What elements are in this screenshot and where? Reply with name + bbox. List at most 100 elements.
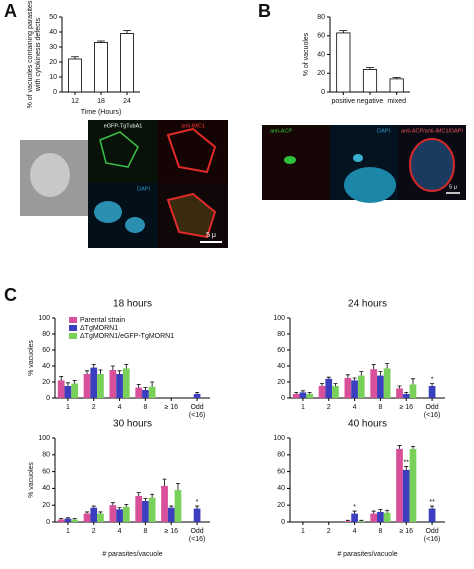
scale-label: 5 μ	[206, 232, 216, 239]
x-tick-label: 2	[92, 528, 96, 535]
x-tick-label: 24	[123, 98, 131, 105]
bar	[68, 58, 82, 93]
error-bar	[136, 492, 141, 496]
x-tick-label: 1	[301, 404, 305, 411]
x-tick-label: Odd	[425, 404, 438, 411]
y-tick-label: 100	[273, 315, 285, 322]
error-bar	[397, 445, 402, 449]
significance-marker: **	[429, 499, 435, 506]
error-bar	[333, 383, 338, 386]
error-bar	[150, 493, 155, 498]
x-tick-label: ≥ 16	[164, 404, 178, 411]
y-tick-label: 40	[317, 51, 325, 58]
legend-swatch	[69, 333, 77, 339]
bar	[161, 485, 168, 522]
x-tick-label: 4	[118, 404, 122, 411]
bar	[94, 42, 108, 93]
x-tick-label: 4	[353, 528, 357, 535]
error-bar	[392, 77, 401, 79]
y-tick-label: 0	[46, 519, 50, 526]
bar	[428, 508, 436, 522]
x-tick-label: (<16)	[424, 412, 441, 419]
bar	[428, 386, 436, 398]
y-tick-label: 40	[277, 363, 285, 370]
error-bar	[359, 371, 364, 376]
bar	[148, 386, 156, 398]
x-tick-label: 1	[66, 528, 70, 535]
y-tick-label: 0	[46, 395, 50, 402]
y-axis-label: % of vacuoles containing parasites	[27, 0, 34, 108]
bar	[325, 378, 333, 398]
y-tick-label: 20	[317, 70, 325, 77]
bar	[193, 394, 201, 398]
y-tick-label: 80	[42, 331, 50, 338]
y-tick-label: 80	[277, 331, 285, 338]
legend-label: ΔTgMORN1	[80, 325, 118, 332]
x-tick-label: 18	[97, 98, 105, 105]
y-tick-label: 40	[49, 29, 57, 36]
bar	[97, 374, 104, 398]
x-tick-label: ≥ 16	[164, 528, 178, 535]
panel-label: C	[4, 285, 17, 305]
x-tick-label: (<16)	[189, 536, 206, 543]
y-tick-label: 80	[42, 452, 50, 459]
error-bar	[397, 385, 402, 389]
bar	[292, 394, 300, 398]
bar	[370, 369, 378, 398]
error-bar	[378, 509, 383, 512]
error-bar	[65, 382, 70, 386]
y-tick-label: 80	[317, 14, 325, 21]
error-bar	[143, 387, 148, 390]
y-tick-label: 20	[42, 379, 50, 386]
bar	[122, 506, 130, 522]
error-bar	[320, 383, 325, 386]
significance-marker: *	[431, 376, 434, 383]
significance-marker: *	[196, 499, 199, 506]
scale-label: 5 μ	[449, 184, 457, 190]
error-bar	[91, 364, 96, 368]
bar	[396, 388, 403, 398]
x-tick-label: 1	[66, 404, 70, 411]
bar	[344, 378, 352, 398]
error-bar	[195, 392, 200, 394]
x-axis-label: Time (Hours)	[81, 109, 122, 116]
significance-marker: *	[353, 504, 356, 511]
bar	[370, 513, 378, 522]
y-tick-label: 60	[317, 33, 325, 40]
error-bar	[385, 363, 390, 369]
y-axis-label: % vacuoles	[28, 462, 35, 498]
y-tick-label: 0	[281, 395, 285, 402]
bar	[64, 386, 72, 398]
bar	[377, 375, 384, 398]
error-bar	[97, 40, 105, 43]
error-bar	[85, 511, 90, 514]
error-bar	[371, 364, 376, 370]
bar	[142, 501, 149, 522]
error-bar	[410, 446, 415, 449]
error-bar	[123, 30, 131, 34]
bar	[116, 374, 123, 398]
error-bar	[410, 378, 415, 385]
y-tick-label: 60	[277, 347, 285, 354]
y-tick-label: 80	[277, 452, 285, 459]
y-axis-label: % of vacuoles	[303, 32, 310, 76]
bar	[83, 374, 91, 398]
y-tick-label: 0	[281, 519, 285, 526]
bar	[97, 513, 104, 522]
x-tick-label: 12	[71, 98, 79, 105]
chart-title: 30 hours	[113, 419, 152, 430]
bar	[120, 33, 134, 93]
error-bar	[72, 518, 77, 520]
x-tick-label: ≥ 16	[399, 404, 413, 411]
x-tick-label: 2	[92, 404, 96, 411]
error-bar	[430, 383, 435, 386]
y-tick-label: 20	[49, 59, 57, 66]
y-tick-label: 100	[273, 435, 285, 442]
error-bar	[143, 498, 148, 501]
x-tick-label: 8	[143, 528, 147, 535]
error-bar	[175, 482, 180, 491]
bar	[306, 394, 313, 398]
chart-title: 24 hours	[348, 299, 387, 310]
x-tick-label: 8	[378, 404, 382, 411]
